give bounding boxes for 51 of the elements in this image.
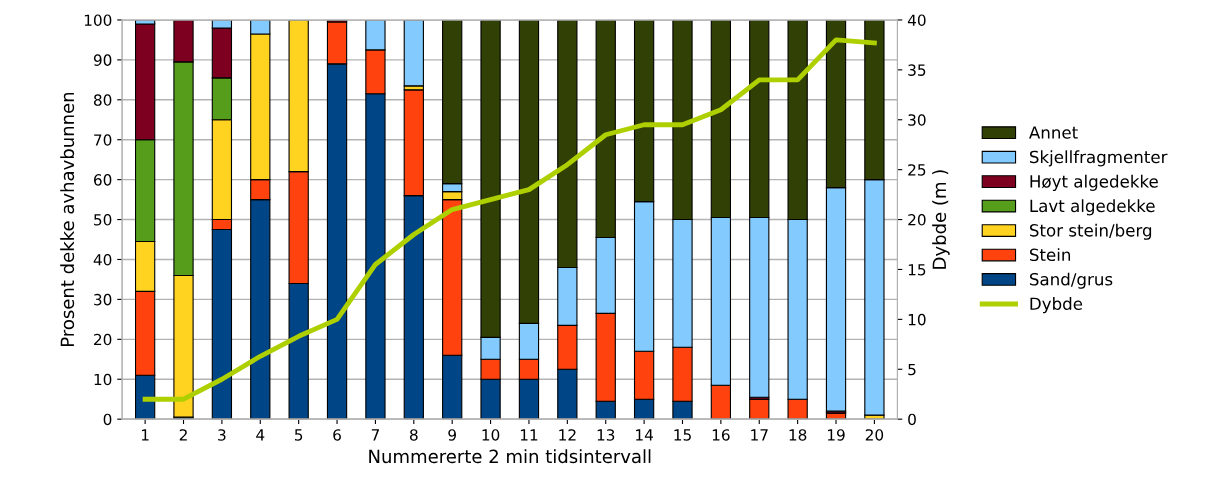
x-tick-label: 12 [559, 429, 576, 441]
y-tick-label: 100 [84, 14, 112, 26]
legend-label: Skjellfragmenter [1029, 150, 1168, 167]
x-tick-label: 1 [141, 429, 149, 441]
y2-tick-label: 10 [908, 313, 926, 326]
y2-tick-label: 25 [908, 164, 926, 176]
legend-label: Stor stein/berg [1029, 223, 1152, 240]
y2-tick-label: 15 [908, 264, 926, 276]
y-tick-label: 40 [93, 253, 112, 266]
legend-label: Lavt algedekke [1030, 199, 1155, 216]
y-tick-label: 80 [93, 94, 112, 106]
y-tick-label: 10 [94, 373, 112, 386]
y-tick-label: 50 [94, 214, 112, 226]
x-tick-label: 13 [597, 429, 615, 441]
y2-tick-label: 5 [908, 363, 916, 376]
legend-label: Sand/grus [1029, 272, 1113, 289]
legend-label: Høyt algedekke [1030, 174, 1158, 191]
y-tick-label: 0 [103, 413, 112, 426]
y-tick-label: 20 [94, 333, 112, 346]
y-tick-label: 70 [94, 134, 112, 146]
x-tick-label: 2 [179, 429, 187, 441]
x-tick-label: 7 [371, 429, 379, 441]
y2-tick-label: 35 [908, 64, 926, 76]
legend-label: Dybde [1030, 297, 1083, 314]
x-tick-label: 10 [482, 429, 500, 441]
x-tick-label: 11 [520, 429, 538, 441]
y-tick-label: 60 [94, 174, 112, 186]
x-tick-label: 5 [294, 429, 303, 441]
x-tick-label: 20 [865, 429, 884, 441]
x-tick-label: 4 [256, 429, 265, 441]
x-tick-label: 9 [448, 429, 456, 441]
x-axis-title: Nummererte 2 min tidsintervall [369, 449, 651, 464]
x-tick-label: 15 [674, 429, 691, 441]
y2-tick-label: 30 [908, 114, 926, 126]
x-tick-label: 17 [751, 429, 768, 441]
y-tick-label: 30 [94, 293, 112, 306]
legend-label: Stein [1029, 248, 1071, 262]
y2-tick-label: 20 [908, 214, 926, 226]
x-tick-label: 8 [409, 429, 418, 441]
x-tick-label: 14 [636, 429, 653, 441]
y2-tick-label: 40 [907, 14, 926, 26]
x-tick-label: 19 [827, 429, 845, 441]
legend-label: Annet [1029, 126, 1078, 139]
y-tick-label: 90 [93, 54, 112, 66]
x-tick-label: 18 [789, 429, 807, 441]
y2-tick-label: 0 [908, 413, 916, 426]
x-tick-label: 3 [218, 429, 226, 441]
y-axis-title: Prosent dekke avhavbunnen [60, 92, 75, 346]
x-tick-label: 6 [333, 429, 341, 441]
y2-axis-title: Dybde (m ) [932, 170, 950, 269]
x-tick-label: 16 [712, 429, 730, 441]
